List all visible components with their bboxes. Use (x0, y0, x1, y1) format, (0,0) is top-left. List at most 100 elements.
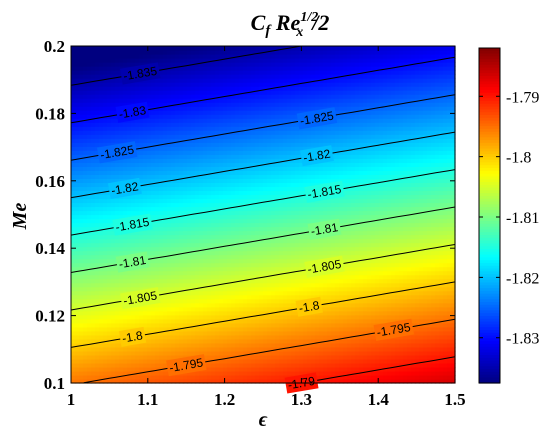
heatmap-cell (143, 118, 148, 123)
heatmap-cell (143, 286, 148, 292)
heatmap-cell (267, 126, 272, 131)
heatmap-cell (111, 170, 116, 175)
heatmap-cell (119, 130, 124, 135)
heatmap-cell (239, 318, 244, 324)
heatmap-cell (263, 278, 268, 284)
heatmap-cell (235, 278, 240, 284)
heatmap-cell (203, 246, 208, 252)
heatmap-cell (103, 142, 108, 147)
heatmap-cell (259, 66, 264, 71)
heatmap-cell (167, 110, 172, 115)
heatmap-cell (163, 122, 168, 127)
heatmap-cell (127, 62, 132, 67)
heatmap-cell (231, 330, 236, 336)
heatmap-cell (123, 206, 128, 212)
heatmap-cell (215, 162, 220, 167)
heatmap-cell (211, 250, 216, 256)
heatmap-cell (187, 286, 192, 292)
heatmap-cell (199, 330, 204, 336)
heatmap-cell (227, 350, 232, 356)
heatmap-cell (295, 134, 300, 139)
heatmap-cell (199, 378, 204, 384)
heatmap-cell (71, 202, 76, 208)
heatmap-cell (251, 258, 256, 264)
heatmap-cell (87, 306, 92, 312)
heatmap-cell (219, 242, 224, 248)
heatmap-cell (271, 218, 276, 224)
heatmap-cell (91, 174, 96, 179)
heatmap-cell (163, 66, 168, 71)
heatmap-cell (119, 242, 124, 248)
heatmap-cell (299, 354, 304, 360)
heatmap-cell (215, 310, 220, 316)
heatmap-cell (95, 130, 100, 135)
heatmap-cell (119, 374, 124, 380)
heatmap-cell (303, 86, 308, 91)
heatmap-cell (235, 274, 240, 280)
heatmap-cell (147, 258, 152, 264)
heatmap-cell (287, 122, 292, 127)
heatmap-cell (127, 282, 132, 288)
heatmap-cell (279, 342, 284, 348)
heatmap-cell (251, 246, 256, 252)
heatmap-cell (103, 62, 108, 67)
heatmap-cell (111, 226, 116, 232)
heatmap-cell (295, 338, 300, 344)
heatmap-cell (75, 278, 80, 284)
heatmap-cell (219, 90, 224, 95)
heatmap-cell (119, 82, 124, 87)
heatmap-cell (107, 178, 112, 183)
heatmap-cell (71, 94, 76, 99)
heatmap-cell (147, 318, 152, 324)
heatmap-cell (227, 298, 232, 304)
heatmap-cell (211, 290, 216, 296)
heatmap-cell (103, 302, 108, 308)
heatmap-cell (195, 262, 200, 268)
heatmap-cell (71, 282, 76, 288)
heatmap-cell (243, 182, 248, 188)
heatmap-cell (255, 210, 260, 216)
heatmap-cell (275, 54, 280, 59)
heatmap-cell (295, 154, 300, 159)
heatmap-cell (231, 342, 236, 348)
heatmap-cell (223, 122, 228, 127)
heatmap-cell (147, 306, 152, 312)
heatmap-cell (155, 206, 160, 212)
heatmap-cell (203, 82, 208, 87)
heatmap-cell (287, 354, 292, 360)
heatmap-cell (195, 258, 200, 264)
heatmap-cell (211, 154, 216, 159)
heatmap-cell (295, 238, 300, 244)
heatmap-cell (251, 114, 256, 119)
heatmap-cell (259, 354, 264, 360)
heatmap-cell (167, 130, 172, 135)
heatmap-cell (143, 234, 148, 240)
heatmap-cell (287, 254, 292, 260)
heatmap-cell (291, 202, 296, 208)
heatmap-cell (151, 262, 156, 268)
heatmap-cell (251, 126, 256, 131)
heatmap-cell (171, 266, 176, 272)
heatmap-cell (151, 54, 156, 59)
heatmap-cell (271, 106, 276, 111)
heatmap-cell (147, 250, 152, 256)
heatmap-cell (239, 346, 244, 352)
heatmap-cell (127, 122, 132, 127)
heatmap-cell (99, 162, 104, 167)
heatmap-cell (291, 262, 296, 268)
heatmap-cell (171, 214, 176, 220)
heatmap-cell (223, 194, 228, 200)
heatmap-cell (115, 74, 120, 79)
heatmap-cell (239, 338, 244, 344)
heatmap-cell (219, 370, 224, 376)
heatmap-cell (163, 102, 168, 107)
heatmap-cell (151, 266, 156, 272)
heatmap-cell (167, 254, 172, 260)
heatmap-cell (119, 102, 124, 107)
heatmap-cell (223, 370, 228, 376)
heatmap-cell (271, 126, 276, 131)
heatmap-cell (203, 70, 208, 75)
heatmap-cell (179, 346, 184, 352)
heatmap-cell (115, 102, 120, 107)
heatmap-cell (123, 310, 128, 316)
